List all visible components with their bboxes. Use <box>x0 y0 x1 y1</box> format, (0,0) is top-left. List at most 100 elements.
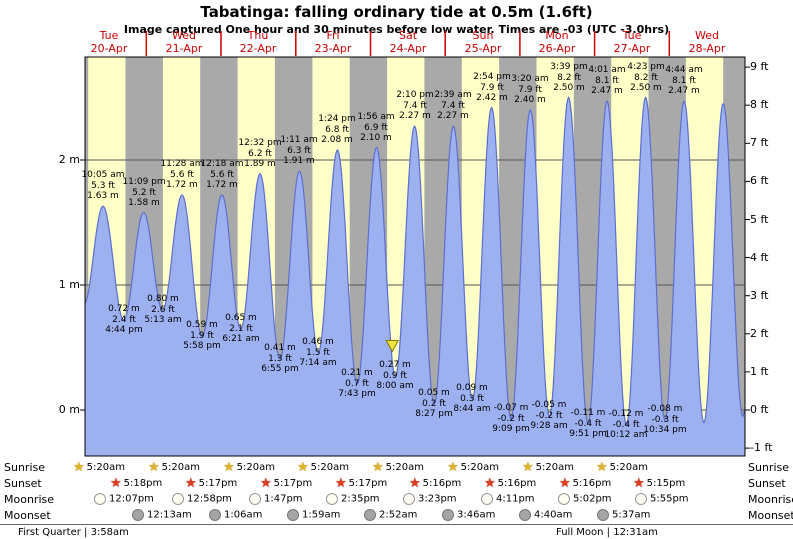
day-label: Sat 24-Apr <box>389 29 427 55</box>
tide-annotation-high: 11:09 pm 5.2 ft 1.58 m <box>122 177 166 208</box>
moonset-entry: 1:06am <box>209 509 262 521</box>
astro-row-label-moonrise: Moonrise <box>4 493 54 506</box>
day-label: Fri 23-Apr <box>314 29 352 55</box>
tide-annotation-low: 0.09 m 0.3 ft 8:44 am <box>453 383 491 414</box>
moonrise-icon <box>326 493 338 505</box>
tide-annotation-high: 4:01 am 8.1 ft 2.47 m <box>588 65 626 96</box>
first-quarter-note: First Quarter | 3:58am <box>18 527 129 538</box>
tide-annotation-high: 4:23 pm 8.2 ft 2.50 m <box>627 62 665 93</box>
sunset-entry: ★ 5:17pm <box>185 476 238 491</box>
moonrise-entry: 2:35pm <box>326 493 380 505</box>
moonrise-icon <box>635 493 647 505</box>
moonrise-entry: 12:58pm <box>172 493 232 505</box>
sunset-entry: ★ 5:17pm <box>260 476 313 491</box>
page-title: Tabatinga: falling ordinary tide at 0.5m… <box>200 3 593 21</box>
sunset-star-icon: ★ <box>185 476 197 491</box>
moonrise-entry: 3:23pm <box>403 493 457 505</box>
astro-row-label-moonrise: Moonrise <box>748 493 793 506</box>
sunset-star-icon: ★ <box>335 476 347 491</box>
tide-annotation-low: 0.65 m 2.1 ft 6:21 am <box>222 313 260 344</box>
sunrise-star-icon: ★ <box>297 460 309 475</box>
day-label: Wed 28-Apr <box>688 29 726 55</box>
sunrise-entry: ★ 5:20am <box>447 460 499 475</box>
astro-row-label-sunrise: Sunrise <box>748 461 790 474</box>
current-tide-marker-icon <box>385 340 400 353</box>
feet-axis-label: 1 ft <box>750 365 769 378</box>
sunrise-entry: ★ 5:20am <box>522 460 574 475</box>
tide-annotation-low: 0.05 m 0.2 ft 8:27 pm <box>415 388 453 419</box>
tide-annotation-low: 0.59 m 1.9 ft 5:58 pm <box>183 320 221 351</box>
moonset-icon <box>597 509 609 521</box>
sunset-star-icon: ★ <box>559 476 571 491</box>
day-label: Tue 27-Apr <box>613 29 651 55</box>
tide-annotation-high: 3:39 pm 8.2 ft 2.50 m <box>550 62 588 93</box>
sunrise-entry: ★ 5:20am <box>223 460 275 475</box>
moonrise-entry: 4:11pm <box>481 493 535 505</box>
moonrise-icon <box>172 493 184 505</box>
meter-axis-label: 2 m <box>58 153 80 166</box>
moonrise-entry: 12:07pm <box>94 493 154 505</box>
moonset-entry: 3:46am <box>442 509 495 521</box>
astro-row-label-moonset: Moonset <box>4 509 51 522</box>
tide-annotation-low: 0.72 m 2.4 ft 4:44 pm <box>105 304 143 335</box>
tide-annotation-low: 0.41 m 1.3 ft 6:55 pm <box>261 343 299 374</box>
sunrise-entry: ★ 5:20am <box>148 460 200 475</box>
tide-annotation-high: 2:54 pm 7.9 ft 2.42 m <box>473 72 511 103</box>
sunset-star-icon: ★ <box>633 476 645 491</box>
feet-axis-label: 2 ft <box>750 327 769 340</box>
feet-axis-label: 9 ft <box>750 60 769 73</box>
moonset-icon <box>364 509 376 521</box>
feet-axis-label: -1 ft <box>750 441 773 454</box>
sunrise-entry: ★ 5:20am <box>596 460 648 475</box>
moonset-entry: 4:40am <box>519 509 572 521</box>
moonset-icon <box>132 509 144 521</box>
tide-annotation-low: 0.80 m 2.6 ft 5:13 am <box>144 294 182 325</box>
tide-annotation-low: -0.07 m -0.2 ft 9:09 pm <box>492 403 530 434</box>
moonrise-icon <box>558 493 570 505</box>
feet-axis-label: 4 ft <box>750 251 769 264</box>
tide-annotation-high: 1:11 am 6.3 ft 1.91 m <box>280 135 318 166</box>
moonrise-entry: 5:02pm <box>558 493 612 505</box>
tide-annotation-high: 10:05 am 5.3 ft 1.63 m <box>81 170 125 201</box>
tide-annotation-high: 3:20 am 7.9 ft 2.40 m <box>511 74 549 105</box>
sunset-entry: ★ 5:16pm <box>409 476 462 491</box>
tide-annotation-high: 1:24 pm 6.8 ft 2.08 m <box>318 114 356 145</box>
feet-axis-label: 6 ft <box>750 174 769 187</box>
moonset-icon <box>209 509 221 521</box>
moonset-icon <box>442 509 454 521</box>
sunrise-star-icon: ★ <box>148 460 160 475</box>
moonrise-entry: 1:47pm <box>249 493 303 505</box>
tide-annotation-high: 2:10 pm 7.4 ft 2.27 m <box>396 90 434 121</box>
tide-annotation-high: 12:18 am 5.6 ft 1.72 m <box>200 159 244 190</box>
sunrise-star-icon: ★ <box>223 460 235 475</box>
feet-axis-label: 5 ft <box>750 213 769 226</box>
sunrise-star-icon: ★ <box>372 460 384 475</box>
moonset-icon <box>519 509 531 521</box>
sunset-entry: ★ 5:16pm <box>559 476 612 491</box>
sunrise-star-icon: ★ <box>596 460 608 475</box>
moonrise-entry: 5:55pm <box>635 493 689 505</box>
sunset-entry: ★ 5:15pm <box>633 476 686 491</box>
sunrise-star-icon: ★ <box>522 460 534 475</box>
meter-axis-label: 1 m <box>58 278 80 291</box>
moonrise-icon <box>249 493 261 505</box>
tide-annotation-high: 2:39 am 7.4 ft 2.27 m <box>434 90 472 121</box>
sunrise-star-icon: ★ <box>447 460 459 475</box>
day-label: Thu 22-Apr <box>239 29 277 55</box>
meter-axis-label: 0 m <box>58 403 80 416</box>
sunrise-entry: ★ 5:20am <box>372 460 424 475</box>
moonset-icon <box>287 509 299 521</box>
feet-axis-label: 7 ft <box>750 136 769 149</box>
tide-annotation-low: 0.46 m 1.5 ft 7:14 am <box>299 337 337 368</box>
tide-annotation-low: -0.05 m -0.2 ft 9:28 am <box>530 400 568 431</box>
astro-row-label-sunset: Sunset <box>4 477 42 490</box>
moonrise-icon <box>481 493 493 505</box>
moonset-entry: 12:13am <box>132 509 192 521</box>
sunrise-entry: ★ 5:20am <box>73 460 125 475</box>
moonrise-icon <box>403 493 415 505</box>
sunrise-star-icon: ★ <box>73 460 85 475</box>
feet-axis-label: 0 ft <box>750 403 769 416</box>
astro-row-label-moonset: Moonset <box>748 509 793 522</box>
sunset-star-icon: ★ <box>110 476 122 491</box>
